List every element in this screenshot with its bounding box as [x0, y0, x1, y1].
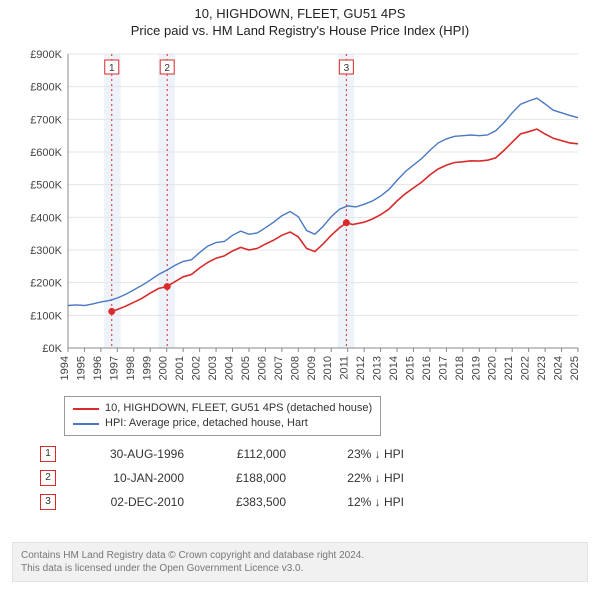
- svg-text:2024: 2024: [553, 356, 565, 380]
- svg-text:2025: 2025: [569, 356, 581, 380]
- svg-text:2000: 2000: [158, 356, 170, 380]
- svg-text:2011: 2011: [339, 356, 351, 380]
- svg-text:2012: 2012: [355, 356, 367, 380]
- svg-text:2007: 2007: [273, 356, 285, 380]
- title-subtitle: Price paid vs. HM Land Registry's House …: [0, 23, 600, 38]
- svg-text:2017: 2017: [437, 356, 449, 380]
- svg-text:2021: 2021: [503, 356, 515, 380]
- svg-text:2020: 2020: [487, 356, 499, 380]
- svg-text:2013: 2013: [372, 356, 384, 380]
- price-chart: £0K £100K £200K £300K £400K £500K £600K £700K £8…: [18, 48, 582, 388]
- sale-date: 10-JAN-2000: [84, 471, 184, 485]
- svg-text:£500K: £500K: [30, 180, 62, 192]
- svg-text:2016: 2016: [421, 356, 433, 380]
- svg-text:2019: 2019: [470, 356, 482, 380]
- svg-text:2006: 2006: [256, 356, 268, 380]
- legend-row: 10, HIGHDOWN, FLEET, GU51 4PS (detached …: [73, 401, 372, 416]
- svg-text:£600K: £600K: [30, 147, 62, 159]
- svg-text:1998: 1998: [125, 356, 137, 380]
- sale-row: 2 10-JAN-2000 £188,000 22% ↓ HPI: [40, 466, 404, 490]
- svg-text:£100K: £100K: [30, 310, 62, 322]
- sale-price: £188,000: [212, 471, 286, 485]
- sale-row: 3 02-DEC-2010 £383,500 12% ↓ HPI: [40, 490, 404, 514]
- sales-table: 1 30-AUG-1996 £112,000 23% ↓ HPI 2 10-JAN-200…: [40, 442, 404, 514]
- footer-licence: Contains HM Land Registry data © Crown c…: [12, 542, 588, 582]
- sale-date: 02-DEC-2010: [84, 495, 184, 509]
- legend: 10, HIGHDOWN, FLEET, GU51 4PS (detached …: [64, 396, 381, 436]
- svg-text:2: 2: [164, 63, 170, 74]
- svg-text:£0K: £0K: [42, 343, 62, 355]
- sale-date: 30-AUG-1996: [84, 447, 184, 461]
- legend-row: HPI: Average price, detached house, Hart: [73, 416, 372, 431]
- svg-text:1997: 1997: [108, 356, 120, 380]
- svg-text:£200K: £200K: [30, 278, 62, 290]
- legend-swatch: [73, 423, 99, 425]
- svg-text:2001: 2001: [174, 356, 186, 380]
- svg-text:2022: 2022: [520, 356, 532, 380]
- svg-text:2015: 2015: [404, 356, 416, 380]
- legend-label: 10, HIGHDOWN, FLEET, GU51 4PS (detached …: [105, 401, 372, 416]
- svg-text:1995: 1995: [75, 356, 87, 380]
- svg-text:£900K: £900K: [30, 49, 62, 61]
- svg-text:1: 1: [109, 63, 115, 74]
- svg-text:£300K: £300K: [30, 245, 62, 257]
- svg-text:£400K: £400K: [30, 212, 62, 224]
- svg-text:1996: 1996: [92, 356, 104, 380]
- footer-line-2: This data is licensed under the Open Gov…: [21, 562, 579, 575]
- legend-swatch: [73, 408, 99, 410]
- svg-text:£800K: £800K: [30, 82, 62, 94]
- svg-text:1994: 1994: [59, 356, 71, 380]
- title-address: 10, HIGHDOWN, FLEET, GU51 4PS: [0, 6, 600, 21]
- svg-text:2004: 2004: [224, 356, 236, 380]
- svg-text:2010: 2010: [322, 356, 334, 380]
- svg-text:2003: 2003: [207, 356, 219, 380]
- svg-text:2023: 2023: [536, 356, 548, 380]
- sale-marker: 3: [40, 494, 56, 510]
- legend-label: HPI: Average price, detached house, Hart: [105, 416, 308, 431]
- svg-text:2002: 2002: [191, 356, 203, 380]
- sale-marker: 1: [40, 446, 56, 462]
- svg-text:1999: 1999: [141, 356, 153, 380]
- svg-text:2008: 2008: [289, 356, 301, 380]
- footer-line-1: Contains HM Land Registry data © Crown c…: [21, 549, 579, 562]
- chart-svg: £0K £100K £200K £300K £400K £500K £600K £700K £8…: [18, 48, 582, 388]
- svg-text:3: 3: [344, 63, 350, 74]
- svg-text:2005: 2005: [240, 356, 252, 380]
- svg-text:2018: 2018: [454, 356, 466, 380]
- sale-marker: 2: [40, 470, 56, 486]
- sale-delta: 22% ↓ HPI: [314, 471, 404, 485]
- svg-text:2009: 2009: [306, 356, 318, 380]
- sale-delta: 12% ↓ HPI: [314, 495, 404, 509]
- sale-delta: 23% ↓ HPI: [314, 447, 404, 461]
- svg-text:£700K: £700K: [30, 114, 62, 126]
- sale-row: 1 30-AUG-1996 £112,000 23% ↓ HPI: [40, 442, 404, 466]
- sale-price: £383,500: [212, 495, 286, 509]
- sale-price: £112,000: [212, 447, 286, 461]
- svg-text:2014: 2014: [388, 356, 400, 380]
